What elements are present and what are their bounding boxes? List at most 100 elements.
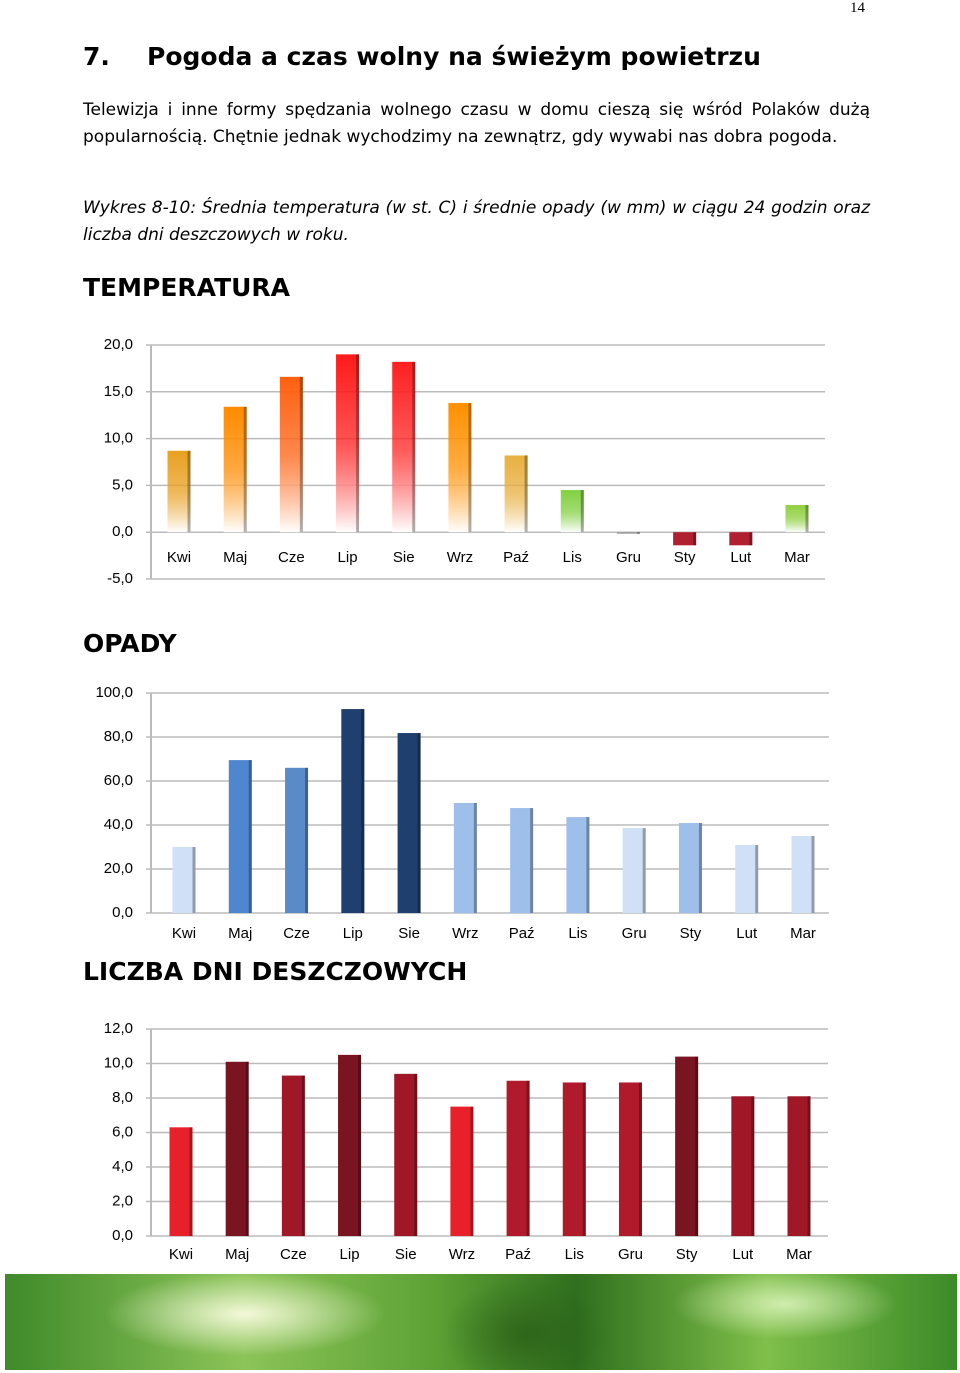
bar-edge — [751, 1096, 755, 1236]
bar-edge — [805, 505, 809, 533]
y-tick-label: 20,0 — [104, 336, 133, 353]
bar-edge — [470, 1106, 474, 1236]
bar — [675, 1056, 699, 1236]
x-tick-label: Wrz — [447, 549, 473, 566]
x-tick-label: Paź — [505, 1246, 531, 1263]
bar — [225, 1061, 249, 1236]
heading-title: Pogoda a czas wolny na świeżym powietrzu — [147, 42, 761, 71]
x-tick-label: Sie — [395, 1246, 417, 1263]
bar-edge — [412, 361, 416, 533]
bar — [729, 532, 753, 546]
x-tick-label: Kwi — [167, 549, 191, 566]
x-tick-label: Mar — [786, 1246, 812, 1263]
bar-edge — [414, 1073, 418, 1236]
x-tick-label: Lis — [568, 925, 587, 942]
bar — [562, 1082, 586, 1236]
chart-title: LICZBA DNI DESZCZOWYCH — [83, 957, 467, 986]
y-tick-label: -5,0 — [107, 570, 133, 587]
bar-edge — [811, 836, 815, 913]
x-tick-label: Sty — [676, 1246, 698, 1263]
y-tick-label: 2,0 — [112, 1192, 133, 1209]
x-tick-label: Lip — [340, 1246, 360, 1263]
bar — [279, 376, 303, 533]
bar-edge — [417, 733, 421, 913]
bar-edge — [301, 1075, 305, 1236]
bar — [785, 505, 809, 533]
y-tick-label: 100,0 — [95, 684, 133, 701]
y-tick-label: 0,0 — [112, 904, 133, 921]
x-tick-label: Lip — [343, 925, 363, 942]
bar-edge — [749, 532, 753, 546]
bar — [397, 733, 421, 913]
bar-edge — [586, 817, 590, 913]
bar — [167, 450, 191, 533]
y-tick-label: 4,0 — [112, 1158, 133, 1175]
x-tick-label: Gru — [622, 925, 647, 942]
bar-edge — [248, 760, 252, 913]
bar-edge — [187, 450, 191, 533]
bar-edge — [243, 406, 247, 533]
bar — [448, 403, 472, 533]
x-tick-label: Gru — [616, 549, 641, 566]
x-tick-label: Sty — [674, 549, 696, 566]
bar — [336, 354, 360, 533]
y-tick-label: 8,0 — [112, 1089, 133, 1106]
bar-edge — [638, 1082, 642, 1236]
x-tick-label: Paź — [509, 925, 535, 942]
x-tick-label: Sie — [393, 549, 415, 566]
bar-edge — [524, 455, 528, 533]
x-tick-label: Lis — [565, 1246, 584, 1263]
x-tick-label: Kwi — [169, 1246, 193, 1263]
x-tick-label: Paź — [503, 549, 529, 566]
x-tick-label: Cze — [280, 1246, 307, 1263]
x-tick-label: Wrz — [452, 925, 478, 942]
bar — [285, 767, 309, 913]
bar — [453, 803, 477, 913]
chart-title: OPADY — [83, 629, 178, 658]
bar — [731, 1096, 755, 1236]
bar-edge — [299, 376, 303, 533]
bar-edge — [192, 847, 196, 913]
bar-edge — [807, 1096, 811, 1236]
heading-number: 7. — [83, 42, 110, 71]
bar — [510, 808, 534, 913]
foliage-image — [5, 1274, 957, 1370]
bar — [338, 1054, 362, 1236]
bar-edge — [305, 767, 309, 913]
bar — [450, 1106, 474, 1236]
y-tick-label: 12,0 — [104, 1020, 133, 1037]
bar-edge — [755, 845, 759, 913]
bar — [281, 1075, 305, 1236]
bar-edge — [473, 803, 477, 913]
bar-edge — [189, 1127, 193, 1236]
bar-edge — [693, 532, 697, 546]
chart-title: TEMPERATURA — [83, 273, 291, 302]
bar — [791, 836, 815, 913]
bar — [673, 532, 697, 546]
x-tick-label: Mar — [784, 549, 810, 566]
bar-edge — [695, 1056, 699, 1236]
bar — [341, 709, 365, 913]
bar — [223, 406, 247, 533]
y-tick-label: 80,0 — [104, 728, 133, 745]
bar-edge — [642, 828, 646, 913]
bar — [394, 1073, 418, 1236]
bar — [616, 532, 640, 534]
y-tick-label: 0,0 — [112, 1227, 133, 1244]
y-tick-label: 60,0 — [104, 772, 133, 789]
bar — [392, 361, 416, 533]
y-tick-label: 10,0 — [104, 1054, 133, 1071]
bar — [560, 490, 584, 533]
y-tick-label: 6,0 — [112, 1123, 133, 1140]
bar — [622, 828, 646, 913]
x-tick-label: Wrz — [449, 1246, 475, 1263]
x-tick-label: Sie — [398, 925, 420, 942]
bar-edge — [361, 709, 365, 913]
bar — [678, 823, 702, 913]
bar-edge — [636, 532, 640, 534]
bar — [618, 1082, 642, 1236]
x-tick-label: Maj — [228, 925, 252, 942]
bar — [735, 845, 759, 913]
